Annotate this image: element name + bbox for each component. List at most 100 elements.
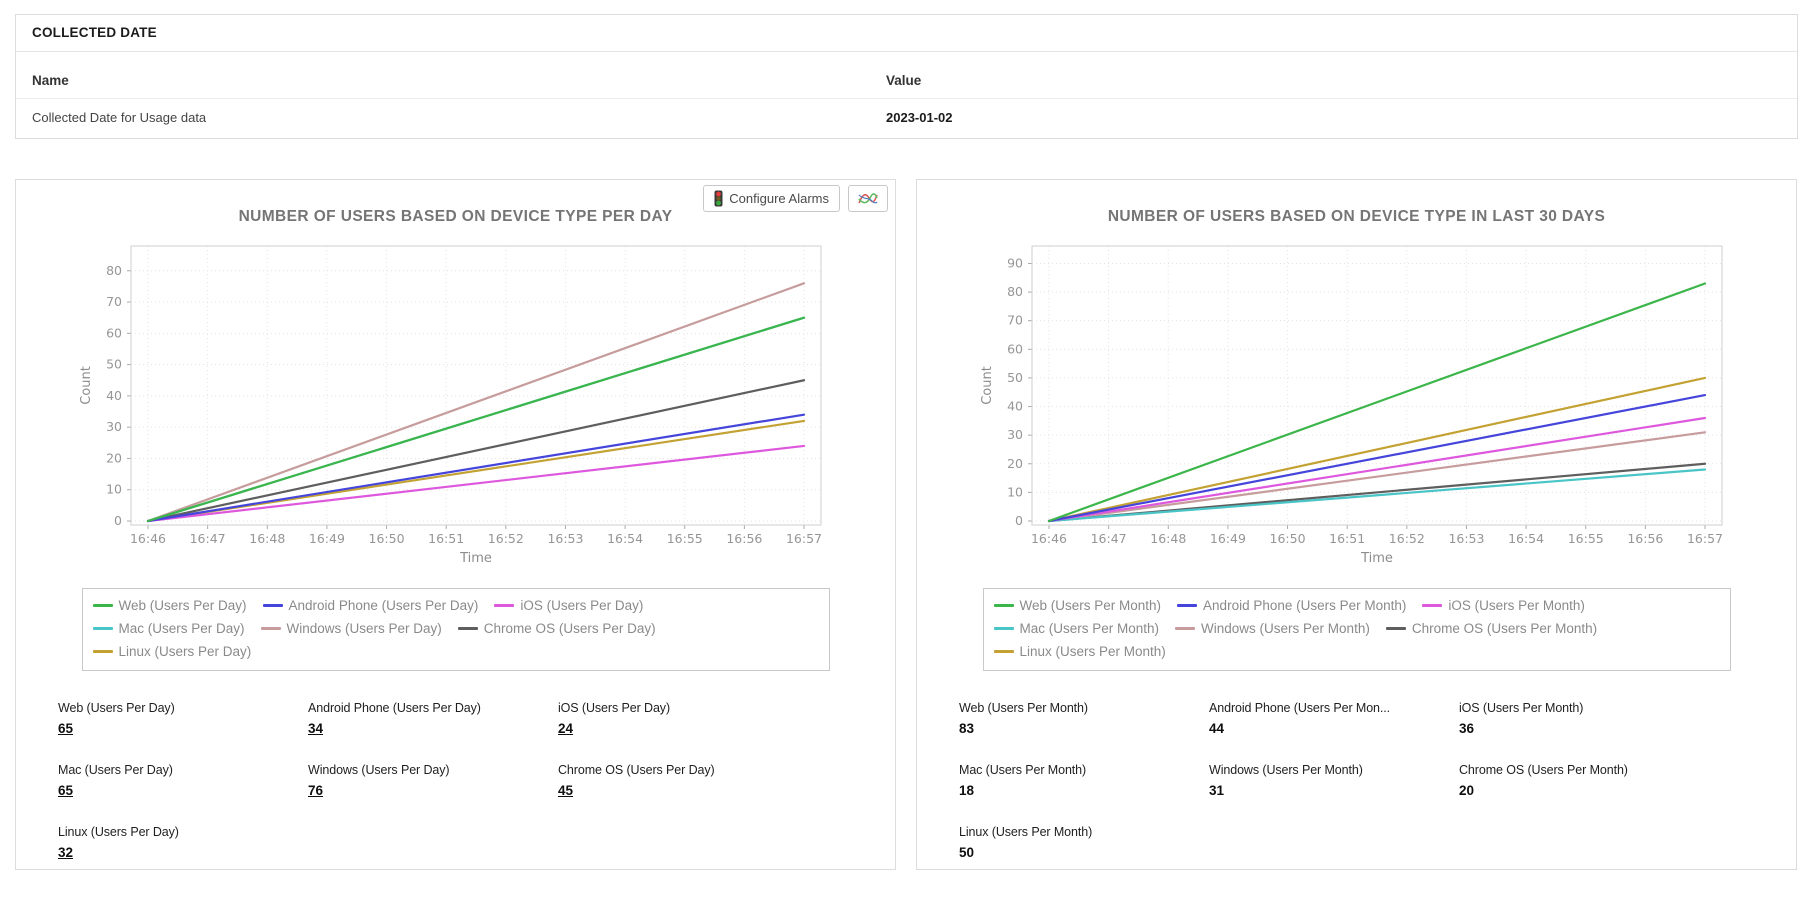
legend-label: Android Phone (Users Per Month) [1203, 598, 1407, 613]
configure-alarms-button[interactable]: Configure Alarms [703, 185, 840, 212]
chart-svg: 16:46 16:47 16:48 16:49 16:50 16:51 16:52 16:53… [79, 245, 822, 566]
legend-item: Linux (Users Per Day) [92, 640, 252, 663]
chart-legend-per-day: Web (Users Per Day) Android Phone (Users … [81, 588, 830, 671]
x-tick-label: 16:53 [547, 531, 583, 546]
legend-label: Web (Users Per Month) [1019, 598, 1162, 613]
line-chart-icon [858, 193, 878, 204]
y-tick-label: 40 [1007, 399, 1023, 414]
stat-value[interactable]: 45 [558, 783, 574, 798]
legend-row: Mac (Users Per Day) Windows (Users Per Da… [92, 617, 819, 640]
traffic-light-icon [714, 190, 723, 207]
y-tick-label: 70 [1007, 313, 1023, 328]
series-line [1047, 376, 1706, 523]
x-tick-label: 16:54 [1508, 531, 1544, 546]
series-line [146, 379, 805, 523]
legend-item: Web (Users Per Month) [993, 594, 1162, 617]
series-line [1047, 416, 1706, 523]
legend-swatch [260, 627, 281, 630]
stat-label: Web (Users Per Month) [959, 701, 1088, 715]
x-tick-label: 16:52 [487, 531, 523, 546]
legend-swatch [1175, 627, 1196, 630]
x-axis-label: Time [1360, 551, 1393, 566]
stat-item: Android Phone (Users Per Day) 34 [308, 701, 558, 736]
legend-item: Linux (Users Per Month) [993, 640, 1166, 663]
x-tick-label: 16:50 [368, 531, 404, 546]
legend-label: Chrome OS (Users Per Month) [1411, 621, 1598, 636]
x-tick-label: 16:57 [785, 531, 821, 546]
y-tick-label: 30 [1007, 427, 1023, 442]
series-line [1047, 431, 1706, 523]
series-line [146, 316, 805, 523]
stat-value[interactable]: 65 [58, 783, 74, 798]
legend-item: Mac (Users Per Month) [993, 617, 1159, 640]
legend-label: Web (Users Per Day) [118, 598, 247, 613]
legend-item: Android Phone (Users Per Month) [1177, 594, 1406, 617]
y-tick-label: 70 [106, 294, 122, 309]
stat-value[interactable]: 32 [58, 845, 74, 860]
chart-legend-last-30-days: Web (Users Per Month) Android Phone (User… [982, 588, 1731, 671]
legend-label: Mac (Users Per Day) [118, 621, 245, 636]
legend-label: Chrome OS (Users Per Day) [483, 621, 656, 636]
legend-item: Android Phone (Users Per Day) [262, 594, 478, 617]
stat-item: Android Phone (Users Per Mon... 44 [1209, 701, 1459, 736]
table-row: Collected Date for Usage data 2023-01-02 [16, 99, 1797, 138]
x-tick-label: 16:53 [1448, 531, 1484, 546]
legend-label: Linux (Users Per Day) [118, 644, 252, 659]
series-line [146, 444, 805, 523]
stat-value[interactable]: 34 [308, 721, 324, 736]
legend-swatch [262, 604, 283, 607]
panel-toolbar: Configure Alarms [703, 185, 888, 212]
chart-settings-button[interactable] [848, 185, 888, 212]
x-tick-label: 16:55 [1567, 531, 1603, 546]
legend-swatch [993, 650, 1014, 653]
legend-item: Web (Users Per Day) [92, 594, 247, 617]
x-tick-label: 16:46 [129, 531, 165, 546]
stat-label: Mac (Users Per Day) [58, 763, 173, 777]
stat-item: Mac (Users Per Month) 18 [959, 763, 1209, 798]
line-chart-last-30-days: 16:46 16:47 16:48 16:49 16:50 16:51 16:52 16:53… [977, 232, 1737, 580]
legend-swatch [1177, 604, 1198, 607]
x-tick-label: 16:54 [607, 531, 643, 546]
stat-label: Windows (Users Per Month) [1209, 763, 1363, 777]
chart-panels-row: Configure Alarms NUMBER OF USERS BASED O… [15, 179, 1798, 870]
stat-value[interactable]: 65 [58, 721, 74, 736]
legend-swatch [92, 604, 113, 607]
x-tick-label: 16:56 [726, 531, 762, 546]
series-line [1047, 468, 1706, 523]
stat-item: Windows (Users Per Month) 31 [1209, 763, 1459, 798]
y-tick-label: 10 [1007, 484, 1023, 499]
legend-label: Linux (Users Per Month) [1019, 644, 1166, 659]
stat-value[interactable]: 76 [308, 783, 324, 798]
line-chart-per-day: 16:46 16:47 16:48 16:49 16:50 16:51 16:52 16:53… [76, 232, 836, 580]
legend-swatch [92, 627, 113, 630]
stat-label: Mac (Users Per Month) [959, 763, 1087, 777]
legend-swatch [494, 604, 515, 607]
stat-value[interactable]: 24 [558, 721, 574, 736]
stat-value: 20 [1459, 783, 1475, 798]
stat-label: Chrome OS (Users Per Day) [558, 763, 715, 777]
y-axis-label: Count [79, 366, 94, 405]
x-tick-label: 16:51 [1329, 531, 1365, 546]
column-header-name: Name [32, 73, 69, 88]
y-tick-label: 20 [106, 450, 122, 465]
legend-row: Linux (Users Per Month) [993, 640, 1720, 663]
stat-value: 83 [959, 721, 975, 736]
stat-value: 18 [959, 783, 975, 798]
y-tick-label: 0 [114, 513, 122, 528]
legend-swatch [1422, 604, 1443, 607]
x-axis-label: Time [459, 551, 492, 566]
chart-panel-last-30-days: NUMBER OF USERS BASED ON DEVICE TYPE IN … [916, 179, 1797, 870]
legend-row: Linux (Users Per Day) [92, 640, 819, 663]
legend-label: iOS (Users Per Month) [1448, 598, 1585, 613]
card-title: COLLECTED DATE [16, 15, 1797, 52]
table-header-row: Name Value [16, 52, 1797, 99]
stats-grid-per-day: Web (Users Per Day) 65 Android Phone (User… [58, 701, 895, 860]
stat-label: iOS (Users Per Day) [558, 701, 671, 715]
x-tick-label: 16:56 [1627, 531, 1663, 546]
stat-item: Chrome OS (Users Per Month) 20 [1459, 763, 1709, 798]
y-tick-label: 50 [106, 357, 122, 372]
series-line [146, 282, 805, 523]
legend-label: Windows (Users Per Day) [286, 621, 442, 636]
stat-item: Chrome OS (Users Per Day) 45 [558, 763, 808, 798]
